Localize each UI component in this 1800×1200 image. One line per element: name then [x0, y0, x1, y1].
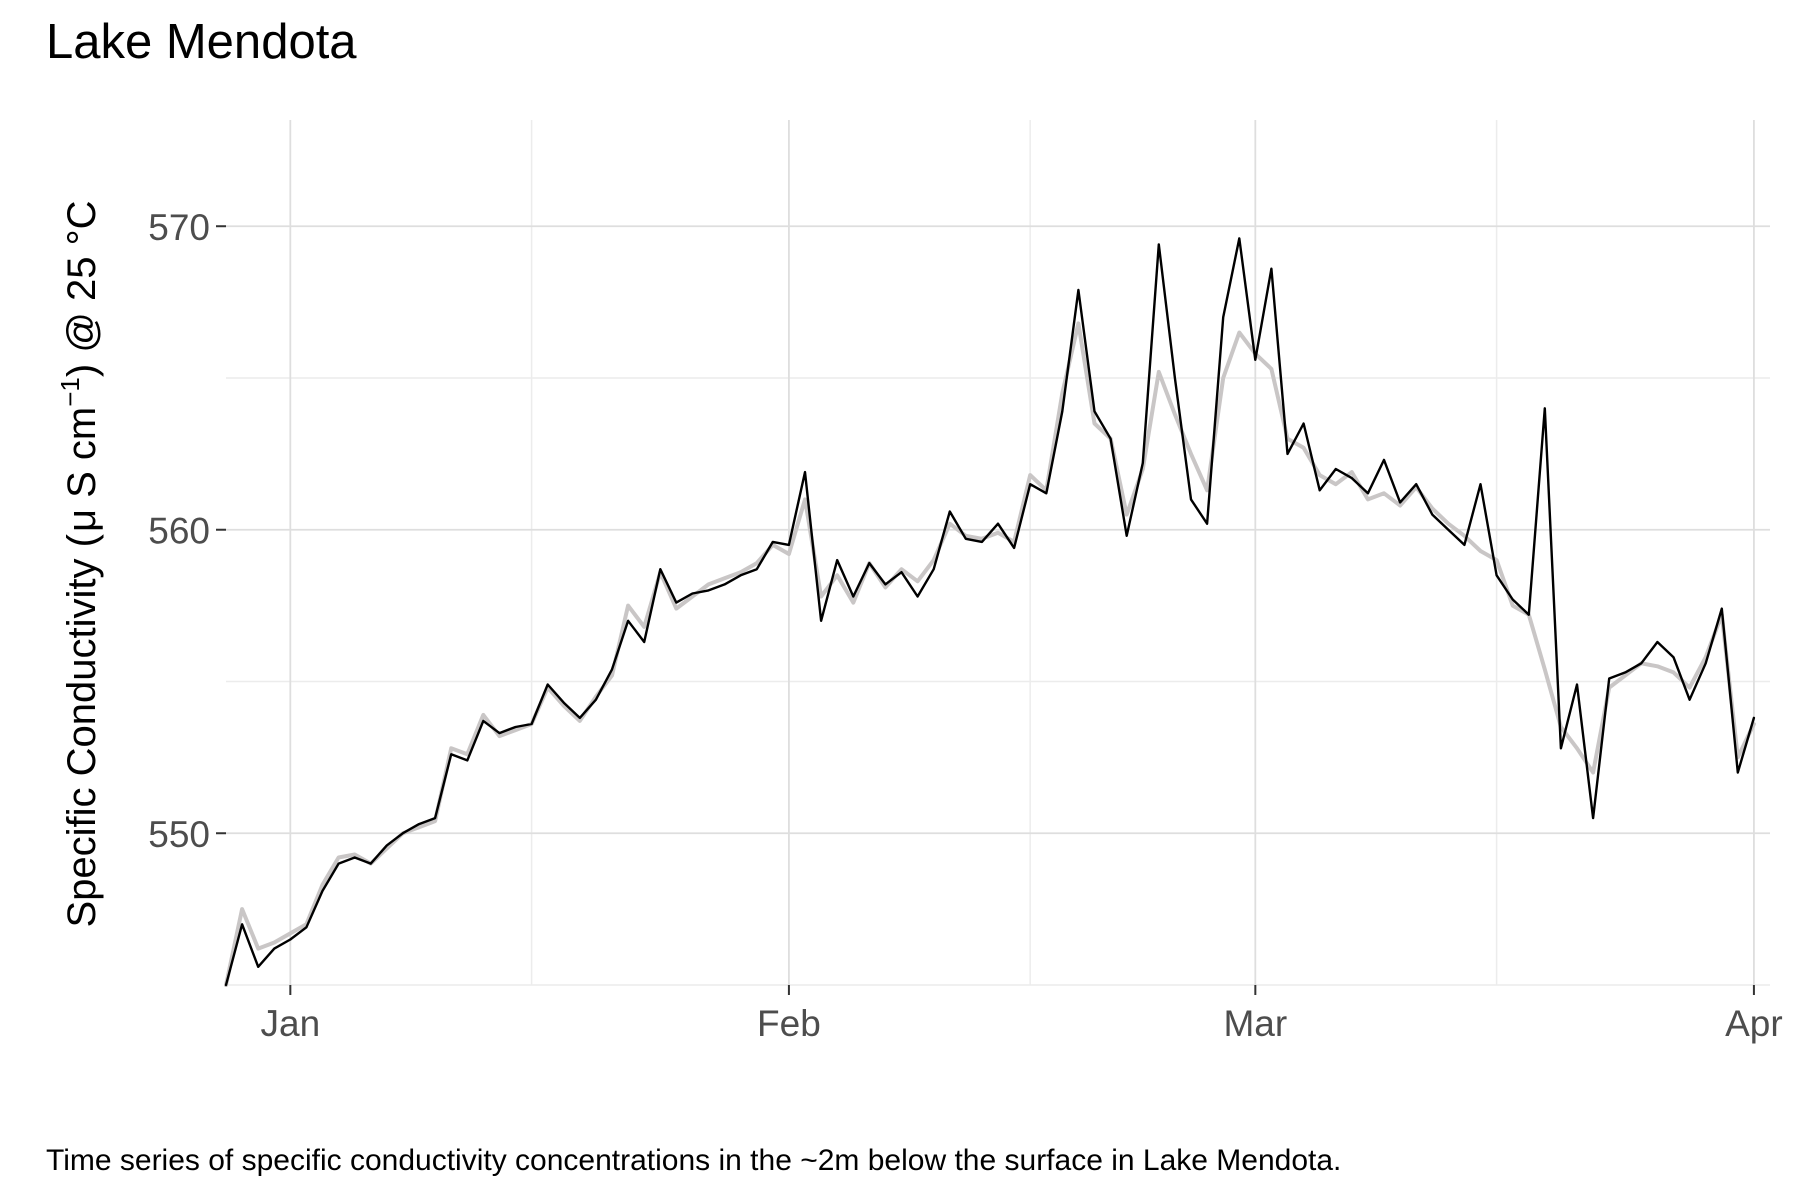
y-axis-title-units: S cm	[60, 407, 104, 509]
y-axis-title-exponent: −1	[55, 377, 85, 407]
grid-lines	[226, 120, 1770, 986]
y-axis-title-mu: μ	[60, 509, 104, 532]
y-tick-label: 550	[148, 814, 210, 855]
x-tick-label: Apr	[1725, 1003, 1783, 1044]
y-tick-label: 570	[148, 207, 210, 248]
raw-series-line	[224, 321, 1756, 987]
y-axis-title: Specific Conductivity (μ S cm−1) @ 25 °C	[55, 200, 104, 927]
x-tick-label: Mar	[1223, 1003, 1287, 1044]
figure-caption: Time series of specific conductivity con…	[46, 1144, 1342, 1177]
chart-title: Lake Mendota	[46, 15, 357, 69]
y-tick-label: 560	[148, 511, 210, 552]
series-layer	[224, 237, 1756, 987]
axes: 550 560 570 Jan Feb Mar Apr	[148, 207, 1782, 1044]
smoothed-series-line	[224, 237, 1756, 987]
x-tick-label: Feb	[757, 1003, 821, 1044]
x-tick-label: Jan	[261, 1003, 321, 1044]
y-axis-title-suffix: ) @ 25 °C	[60, 200, 104, 377]
y-axis-title-prefix: Specific Conductivity (	[60, 533, 104, 927]
